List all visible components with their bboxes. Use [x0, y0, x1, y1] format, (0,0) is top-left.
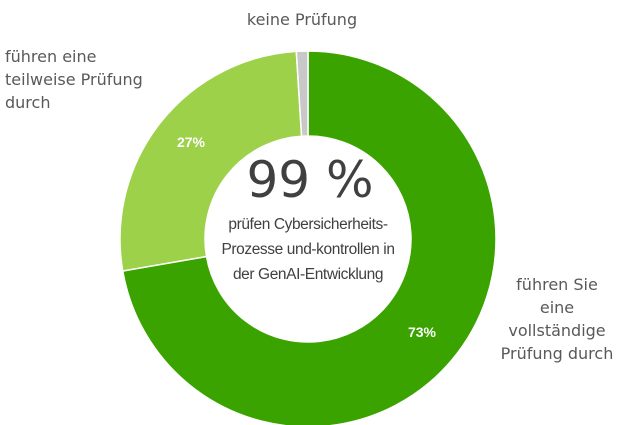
slice-full-check	[121, 50, 497, 425]
label-partial-2: teilweise Prüfung	[5, 70, 143, 89]
center-headline: 99 %	[246, 151, 373, 209]
label-full-3: vollständige	[508, 321, 605, 340]
center-line-2: Prozesse und-kontrollen in	[221, 241, 394, 258]
slice-no-check	[295, 50, 309, 137]
slice-partial-check	[119, 50, 303, 272]
label-full-2: eine	[540, 298, 574, 317]
donut-slices	[119, 50, 497, 425]
center-line-3: der GenAI-Entwicklung	[233, 266, 383, 283]
label-partial-1: führen eine	[5, 47, 96, 66]
pct-label-full: 73%	[408, 324, 437, 340]
label-none: keine Prüfung	[247, 10, 357, 29]
center-line-1: prüfen Cybersicherheits-	[228, 216, 387, 233]
label-partial-3: durch	[5, 93, 50, 112]
label-full-4: Prüfung durch	[501, 344, 614, 363]
label-full-1: führen Sie	[516, 275, 598, 294]
pct-label-partial: 27%	[177, 134, 206, 150]
